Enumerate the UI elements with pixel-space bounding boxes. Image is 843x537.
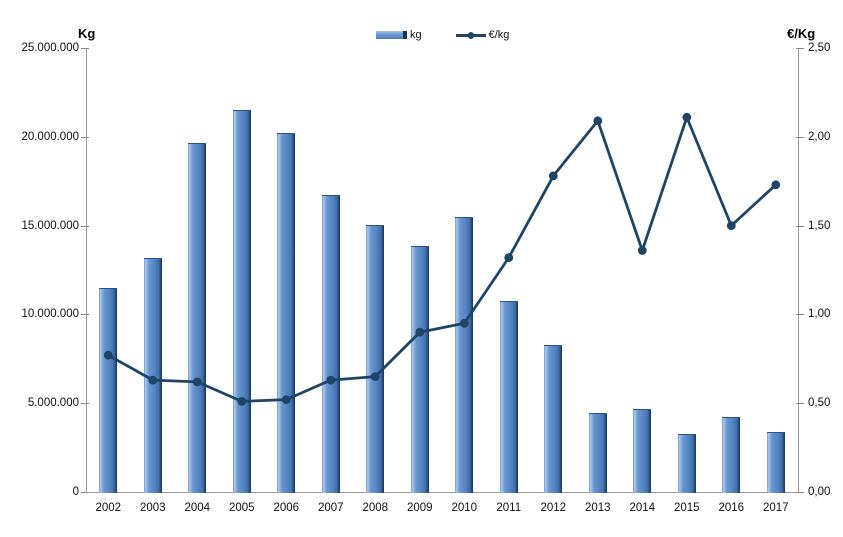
- right-axis-tick: [796, 48, 804, 49]
- bar-2012: [544, 345, 563, 493]
- category-label: 2002: [95, 502, 122, 514]
- line-marker-2013: [593, 116, 603, 126]
- right-axis-tick: [796, 225, 804, 227]
- category-label: 2015: [673, 502, 700, 514]
- category-label: 2005: [228, 502, 255, 514]
- bar-2016: [722, 416, 741, 493]
- left-axis-tick: [81, 225, 89, 227]
- right-axis-tick: [796, 403, 804, 405]
- category-label: 2008: [362, 502, 389, 514]
- left-axis-line: [86, 48, 87, 492]
- left-axis-title: Kg: [78, 26, 96, 41]
- left-axis-tick-label: 10.000.000: [21, 308, 79, 321]
- left-axis-tick-label: 15.000.000: [21, 219, 79, 232]
- line-path: [107, 115, 777, 403]
- left-axis-tick-label: 5.000.000: [27, 397, 79, 410]
- category-label: 2006: [273, 502, 300, 514]
- left-axis-tick: [81, 403, 89, 405]
- bar-2006: [277, 133, 296, 493]
- left-axis-tick-label: 25.000.000: [21, 42, 79, 54]
- legend-label-eur-per-kg: €/kg: [488, 29, 510, 41]
- category-label: 2016: [718, 502, 745, 514]
- category-label: 2014: [629, 502, 656, 514]
- legend-label-kg: kg: [410, 29, 422, 41]
- right-axis-tick: [796, 136, 804, 138]
- category-label: 2017: [762, 502, 789, 514]
- line-marker-2015: [682, 112, 692, 122]
- bar-2010: [455, 216, 474, 493]
- line-marker-2014: [637, 246, 647, 255]
- right-axis-tick: [796, 492, 804, 493]
- right-axis-title: €/Kg: [787, 26, 816, 41]
- bar-2011: [499, 301, 518, 493]
- category-label: 2011: [496, 502, 522, 514]
- left-axis-tick: [81, 314, 89, 316]
- bar-2013: [588, 412, 607, 493]
- category-label: 2013: [584, 502, 611, 514]
- right-axis-tick-label: 0,00: [808, 486, 831, 498]
- left-axis-tick-label: 20.000.000: [21, 130, 79, 143]
- bar-series-swatch-icon: [376, 31, 407, 39]
- line-marker-2011: [504, 253, 514, 262]
- right-axis-tick: [796, 314, 804, 316]
- legend-item-kg: kg: [376, 29, 422, 41]
- category-label: 2003: [139, 502, 166, 514]
- bar-2014: [633, 408, 652, 493]
- line-marker-2016: [726, 221, 736, 231]
- left-axis-tick: [81, 136, 89, 138]
- category-label: 2004: [184, 502, 211, 514]
- right-axis-tick-label: 1,50: [808, 219, 831, 232]
- category-label: 2010: [451, 502, 478, 514]
- legend-item-eur-per-kg: €/kg: [455, 29, 510, 41]
- bar-2008: [366, 224, 385, 493]
- category-label: 2009: [406, 502, 433, 514]
- right-axis-tick-label: 0,50: [808, 397, 831, 410]
- chart-legend: kg €/kg: [376, 29, 509, 41]
- left-axis-tick: [81, 48, 89, 49]
- line-marker-2012: [548, 171, 558, 181]
- bar-2015: [677, 434, 696, 493]
- bar-2009: [410, 246, 429, 493]
- line-series-swatch-icon: [455, 31, 486, 40]
- right-axis-tick-label: 2,50: [808, 42, 831, 54]
- right-axis-tick-label: 2,00: [808, 130, 831, 143]
- bar-2002: [99, 287, 118, 493]
- category-label: 2007: [317, 502, 344, 514]
- line-marker-2017: [771, 180, 781, 190]
- bar-2004: [188, 143, 207, 493]
- bottom-axis-line: [86, 492, 799, 493]
- category-label: 2012: [540, 502, 567, 514]
- bar-2017: [766, 431, 785, 493]
- bar-2007: [321, 195, 340, 493]
- left-axis-tick-label: 0: [72, 486, 79, 498]
- right-axis-line: [798, 48, 799, 492]
- right-axis-tick-label: 1,00: [808, 308, 831, 321]
- bar-2003: [143, 257, 162, 493]
- left-axis-tick: [81, 492, 89, 493]
- bar-2005: [232, 110, 251, 493]
